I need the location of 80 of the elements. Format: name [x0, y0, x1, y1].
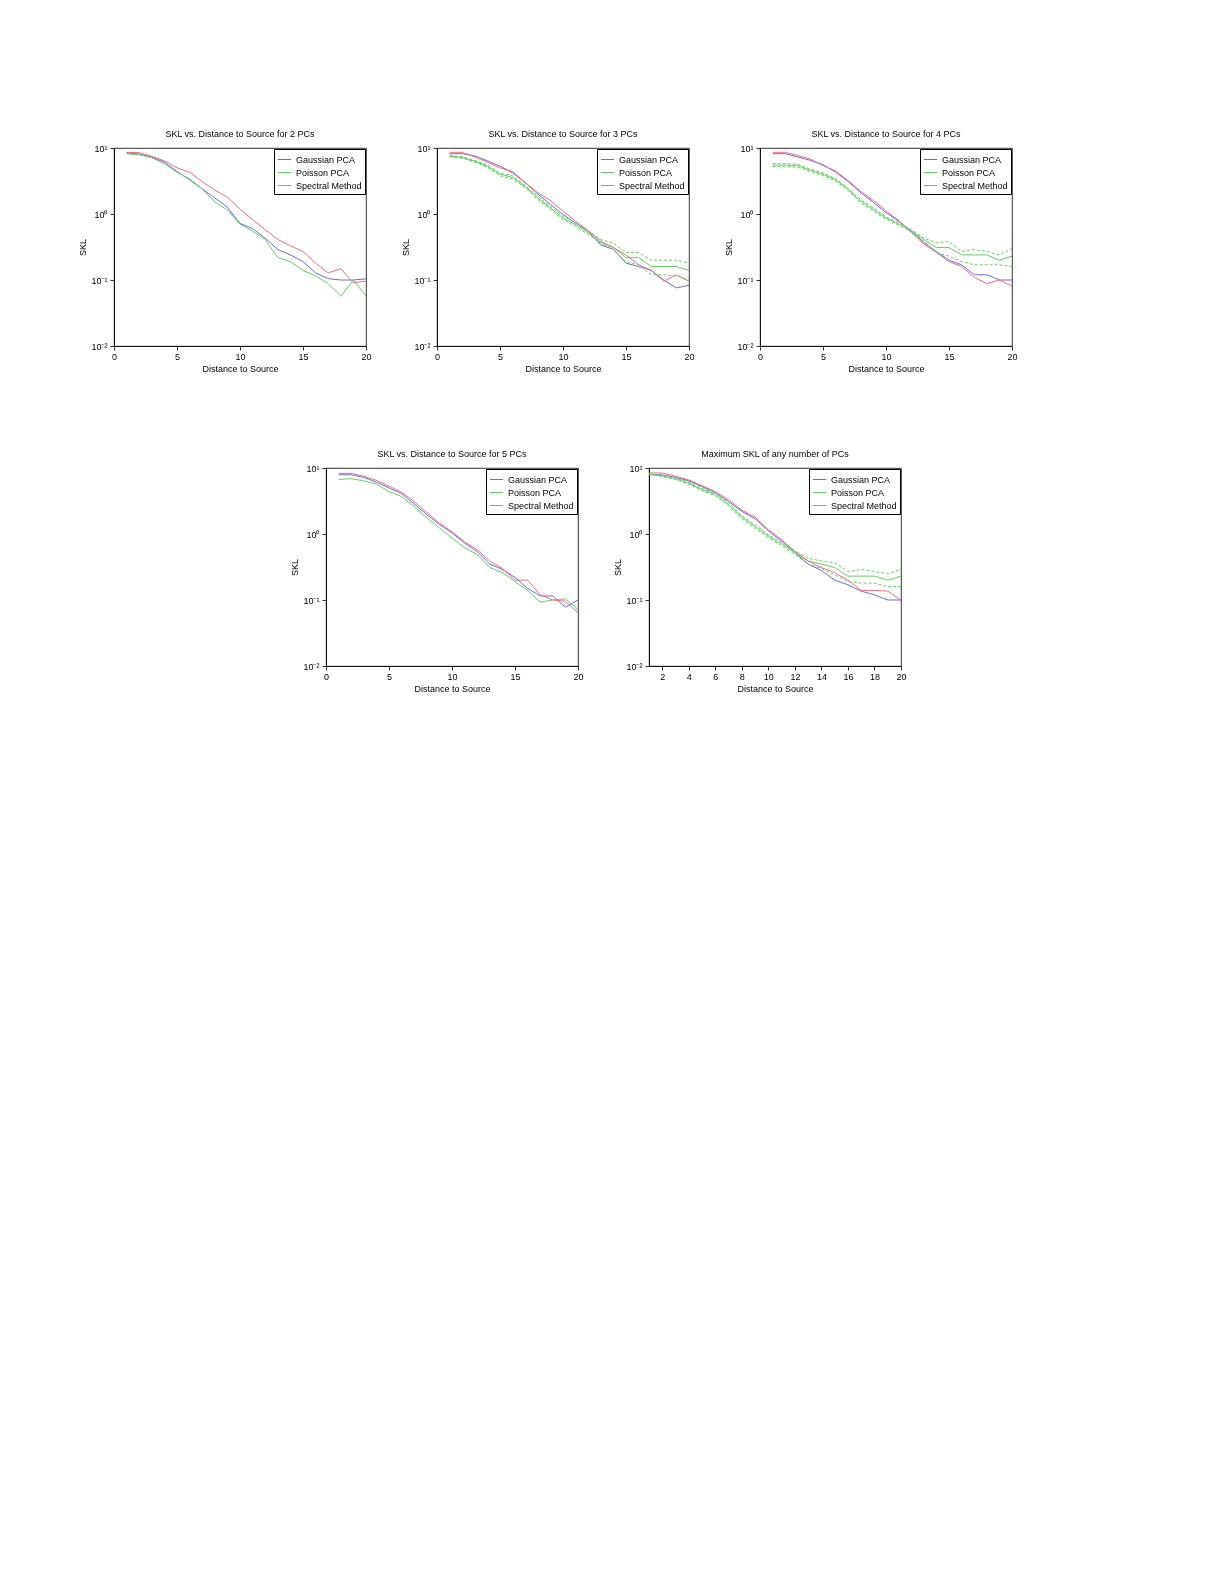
legend-label: Poisson PCA [619, 167, 673, 178]
x-tick-label: 8 [739, 671, 745, 682]
x-tick-label: 20 [361, 351, 372, 362]
y-axis-title: SKL [613, 558, 624, 577]
x-tick-label: 2 [660, 671, 666, 682]
legend-label: Gaussian PCA [942, 154, 1002, 165]
x-tick-label: 0 [323, 671, 330, 682]
y-tick-label: 10¹ [306, 463, 320, 474]
y-tick-label: 10¹ [740, 143, 754, 154]
x-tick-label: 16 [843, 671, 854, 682]
legend-label: Spectral Method [508, 500, 574, 511]
y-tick-label: 10¹ [629, 463, 643, 474]
y-axis-title: SKL [724, 238, 735, 257]
x-tick-label: 18 [869, 671, 880, 682]
x-tick-label: 0 [757, 351, 764, 362]
x-tick-label: 15 [621, 351, 632, 362]
legend-label: Poisson PCA [942, 167, 996, 178]
y-tick-label: 10¹ [417, 143, 431, 154]
x-tick-label: 10 [881, 351, 892, 362]
y-axis-title: SKL [78, 238, 89, 257]
x-tick-label: 10 [235, 351, 246, 362]
x-axis-title: Distance to Source [525, 363, 602, 374]
y-tick-label: 10⁰ [740, 209, 754, 220]
y-axis-title: SKL [401, 238, 412, 257]
legend-label: Gaussian PCA [296, 154, 356, 165]
x-tick-label: 10 [763, 671, 774, 682]
x-tick-label: 5 [497, 351, 504, 362]
x-tick-label: 0 [434, 351, 441, 362]
x-axis-title: Distance to Source [202, 363, 279, 374]
y-axis-title: SKL [290, 558, 301, 577]
x-tick-label: 5 [174, 351, 181, 362]
y-tick-label: 10⁻¹ [91, 275, 108, 286]
chart-title: SKL vs. Distance to Source for 3 PCs [488, 129, 639, 139]
chart-title: Maximum SKL of any number of PCs [701, 449, 850, 459]
y-tick-label: 10⁻¹ [414, 275, 431, 286]
x-tick-label: 15 [298, 351, 309, 362]
x-tick-label: 12 [790, 671, 801, 682]
x-axis-title: Distance to Source [414, 683, 491, 694]
x-tick-label: 20 [1007, 351, 1018, 362]
x-axis-title: Distance to Source [737, 683, 814, 694]
x-tick-label: 5 [820, 351, 827, 362]
legend-label: Gaussian PCA [508, 474, 568, 485]
x-tick-label: 6 [713, 671, 719, 682]
legend-label: Gaussian PCA [619, 154, 679, 165]
y-tick-label: 10⁻¹ [626, 595, 643, 606]
legend-label: Poisson PCA [508, 487, 562, 498]
chart-title: SKL vs. Distance to Source for 2 PCs [165, 129, 316, 139]
x-tick-label: 20 [896, 671, 907, 682]
x-tick-label: 10 [558, 351, 569, 362]
y-tick-label: 10¹ [94, 143, 108, 154]
y-tick-label: 10⁻² [626, 661, 643, 672]
y-tick-label: 10⁰ [306, 529, 320, 540]
legend-label: Gaussian PCA [831, 474, 891, 485]
y-tick-label: 10⁰ [629, 529, 643, 540]
x-tick-label: 20 [684, 351, 695, 362]
y-tick-label: 10⁻¹ [737, 275, 754, 286]
x-tick-label: 5 [386, 671, 393, 682]
y-tick-label: 10⁻² [303, 661, 320, 672]
legend-label: Poisson PCA [831, 487, 885, 498]
x-tick-label: 0 [111, 351, 118, 362]
legend-label: Spectral Method [942, 180, 1008, 191]
x-tick-label: 4 [686, 671, 692, 682]
legend-label: Spectral Method [296, 180, 362, 191]
y-tick-label: 10⁻² [737, 341, 754, 352]
y-tick-label: 10⁻¹ [303, 595, 320, 606]
y-tick-label: 10⁰ [417, 209, 431, 220]
y-tick-label: 10⁰ [94, 209, 108, 220]
chart-title: SKL vs. Distance to Source for 4 PCs [811, 129, 962, 139]
x-axis-title: Distance to Source [848, 363, 925, 374]
x-tick-label: 15 [944, 351, 955, 362]
legend-label: Spectral Method [619, 180, 685, 191]
x-tick-label: 20 [573, 671, 584, 682]
x-tick-label: 14 [816, 671, 827, 682]
chart-title: SKL vs. Distance to Source for 5 PCs [377, 449, 528, 459]
legend-label: Poisson PCA [296, 167, 350, 178]
x-tick-label: 15 [510, 671, 521, 682]
y-tick-label: 10⁻² [414, 341, 431, 352]
x-tick-label: 10 [447, 671, 458, 682]
y-tick-label: 10⁻² [91, 341, 108, 352]
legend-label: Spectral Method [831, 500, 897, 511]
